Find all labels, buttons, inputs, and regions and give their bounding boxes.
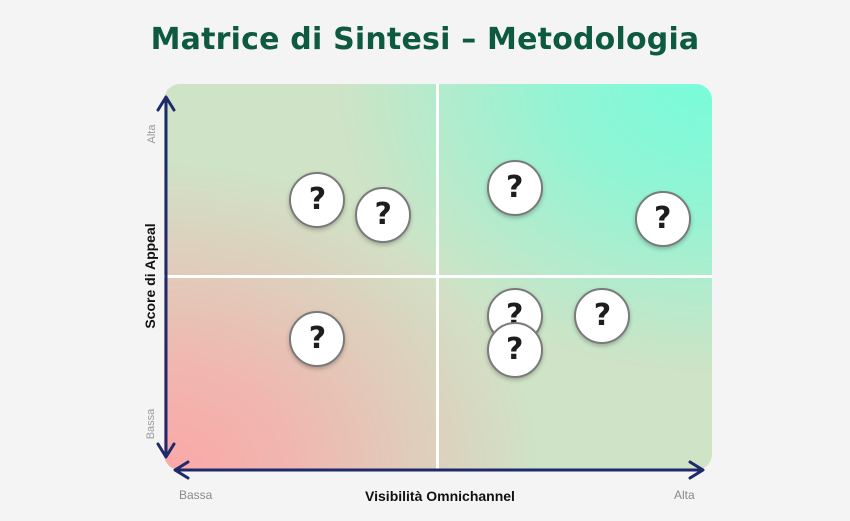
x-axis-low-label: Bassa (179, 488, 213, 502)
question-mark-icon: ? (374, 197, 392, 233)
question-marker-3: ? (486, 160, 543, 217)
question-mark-icon: ? (653, 201, 672, 237)
question-mark-icon: ? (506, 170, 524, 206)
y-axis-low-label: Bassa (145, 408, 157, 440)
question-mark-icon: ? (506, 332, 524, 368)
y-axis-title: Score di Appeal (142, 223, 158, 329)
question-marker-1: ? (289, 171, 346, 228)
x-axis-high-label: Alta (674, 488, 695, 502)
question-mark-icon: ? (308, 181, 327, 217)
question-marker-2: ? (355, 187, 412, 244)
question-mark-icon: ? (308, 320, 327, 356)
question-marker-5: ? (289, 310, 346, 367)
horizontal-divider (164, 275, 712, 278)
y-axis-arrow-top (156, 95, 176, 112)
y-axis-arrow-bottom (156, 442, 176, 459)
quadrant-matrix (164, 84, 712, 470)
question-marker-7: ? (574, 287, 631, 344)
x-axis-arrow-left (173, 460, 190, 480)
page-title: Matrice di Sintesi – Metodologia (150, 22, 700, 57)
x-axis-arrow-right (688, 460, 705, 480)
question-marker-8: ? (486, 322, 543, 379)
x-axis-title: Visibilità Omnichannel (365, 488, 515, 504)
y-axis-high-label: Alta (146, 124, 158, 144)
question-marker-4: ? (634, 191, 691, 248)
question-mark-icon: ? (593, 297, 612, 333)
